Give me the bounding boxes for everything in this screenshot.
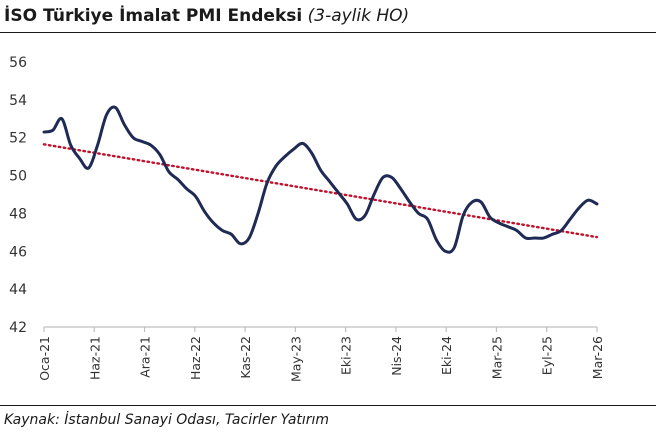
pmi-data-point [444,250,447,253]
x-tick-label: Ara-21 [138,336,153,378]
pmi-data-point [221,229,224,232]
pmi-data-point [381,176,385,179]
pmi-data-point [533,236,536,240]
pmi-data-point [158,153,162,156]
pmi-data-point [524,236,527,240]
pmi-data-point [337,191,340,194]
chart-title: İSO Türkiye İmalat PMI Endeksi [4,6,303,26]
x-tick-label: Eyl-25 [540,336,555,375]
pmi-data-point [515,229,518,232]
x-tick-label: Eki-24 [439,336,454,375]
chart-title-block: İSO Türkiye İmalat PMI Endeksi (3-aylik … [4,6,409,26]
pmi-data-point [390,176,394,179]
pmi-data-point [506,225,510,228]
pmi-data-point [399,187,402,191]
pmi-data-point [346,202,349,206]
pmi-data-point [256,212,260,215]
trend-line [42,143,599,239]
pmi-data-point [105,113,108,117]
pmi-data-point [354,217,358,221]
pmi-data-point [140,140,144,143]
x-axis: Oca-21 Haz-21 Ara-21 Haz-22 Kas-22 May-23 Eki-… [37,326,605,382]
pmi-data-point [123,123,126,126]
pmi-data-point [497,221,501,225]
pmi-data-point [488,216,492,219]
pmi-data-point [194,195,197,198]
x-tick-label: Haz-22 [188,336,203,380]
pmi-data-point [586,198,590,202]
pmi-data-point [453,246,456,249]
pmi-data-point [372,193,376,196]
pmi-data-point [479,200,483,204]
pmi-data-point [542,236,545,240]
y-tick-label: 44 [9,282,27,298]
pmi-data-point [292,147,295,151]
x-tick-label: Eki-23 [339,336,354,375]
y-tick-label: 48 [9,206,27,222]
pmi-data-point [176,178,179,181]
y-axis: 42 44 46 48 50 52 54 56 [9,55,27,336]
bottom-rule [0,405,656,406]
pmi-data-point [560,229,563,232]
x-tick-label: Oca-21 [37,336,52,381]
pmi-data-point [470,200,474,204]
pmi-data-point [274,164,278,168]
pmi-series-line [42,105,599,254]
pmi-data-point [114,106,117,109]
pmi-data-point [60,117,64,120]
pmi-data-point [569,217,572,221]
x-tick-label: Kas-22 [238,336,253,379]
pmi-data-point [78,157,81,160]
pmi-data-point [212,221,215,225]
y-tick-label: 42 [9,320,27,336]
pmi-data-point [595,202,599,206]
pmi-data-point [247,236,251,240]
x-tick-label: Mar-26 [590,336,605,379]
pmi-data-point [328,180,331,183]
pmi-data-point [185,187,188,191]
x-tick-label: Haz-21 [87,336,102,380]
pmi-data-point [239,242,242,245]
y-tick-label: 56 [9,55,27,71]
pmi-data-point [96,144,99,147]
pmi-data-point [203,210,206,213]
source-note: Kaynak: İstanbul Sanayi Odası, Tacirler … [4,412,330,428]
pmi-data-point [408,200,411,204]
pmi-data-point [462,214,465,217]
x-tick-label: Nis-24 [389,336,404,376]
y-tick-label: 46 [9,244,27,260]
pmi-data-point [363,214,367,217]
pmi-data-point [87,166,90,170]
pmi-data-point [265,181,269,185]
pmi-data-point [51,128,55,132]
pmi-data-point [417,212,420,215]
pmi-data-point [319,168,322,172]
top-rule [0,32,656,33]
pmi-data-point [131,136,135,139]
pmi-data-point [551,233,554,236]
pmi-data-point [301,142,304,145]
x-tick-label: Mar-25 [489,336,504,379]
pmi-data-point [283,155,287,158]
y-tick-label: 50 [9,169,27,185]
pmi-data-point [69,144,72,147]
pmi-data-point [149,144,153,147]
x-tick-label: May-23 [288,336,303,382]
pmi-data-point [230,233,233,236]
chart-subtitle: (3-aylik HO) [307,6,410,26]
pmi-data-point [310,151,313,155]
pmi-data-point [42,130,46,134]
y-tick-label: 52 [9,131,27,147]
y-tick-label: 54 [9,93,27,109]
pmi-data-point [577,206,581,209]
series-layer [42,105,599,254]
pmi-data-point [435,238,438,242]
pmi-data-point [167,170,171,173]
pmi-data-point [426,217,429,221]
